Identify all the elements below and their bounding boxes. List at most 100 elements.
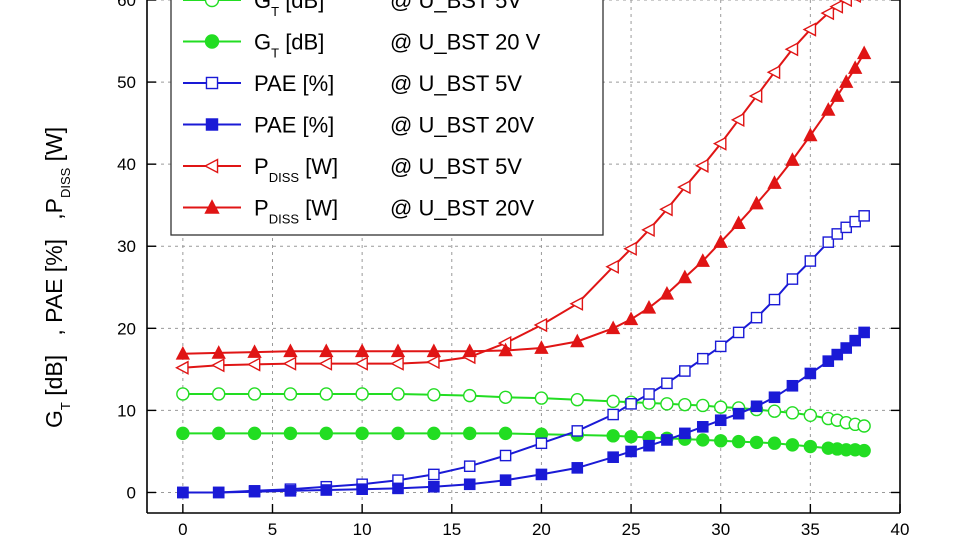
legend-label: PDISS [W]	[254, 154, 338, 185]
x-tick-label: 15	[442, 520, 461, 539]
data-point	[750, 400, 763, 413]
data-point	[623, 241, 637, 256]
data-point	[768, 293, 781, 306]
data-point	[354, 356, 368, 371]
data-point	[570, 333, 585, 348]
data-point	[499, 474, 512, 486]
data-point	[830, 88, 845, 102]
data-point	[204, 0, 220, 8]
data-point	[624, 429, 638, 444]
data-point	[246, 357, 261, 372]
legend-condition: @ U_BST 5V	[390, 0, 522, 13]
legend-label: PAE [%]	[254, 71, 334, 96]
data-point	[284, 485, 297, 497]
data-point	[840, 342, 853, 354]
x-tick-label: 25	[622, 520, 641, 539]
data-point	[785, 406, 800, 420]
data-point	[570, 393, 584, 407]
y-tick-label: 0	[127, 483, 136, 502]
data-point	[696, 352, 709, 365]
data-point	[625, 445, 637, 458]
data-point	[821, 102, 836, 116]
x-tick-label: 30	[711, 520, 730, 539]
legend-label: GT [dB]	[254, 0, 324, 19]
data-point	[175, 360, 189, 375]
series-pae5	[177, 210, 870, 499]
legend-entry-gt5: GT [dB] @ U_BST 5V	[183, 0, 522, 19]
legend-label: PAE [%]	[254, 113, 334, 138]
legend-condition: @ U_BST 20V	[390, 113, 535, 138]
data-point	[732, 326, 745, 339]
data-point	[831, 228, 844, 240]
data-point	[607, 451, 619, 463]
data-point	[499, 449, 512, 462]
data-point	[803, 408, 818, 423]
data-point	[247, 344, 262, 358]
data-point	[204, 34, 220, 49]
data-point	[849, 334, 861, 347]
data-point	[625, 398, 637, 410]
data-point	[857, 419, 871, 433]
data-point	[605, 259, 619, 274]
data-point	[318, 356, 333, 371]
data-point	[857, 443, 871, 458]
data-point	[749, 435, 764, 450]
data-point	[319, 426, 333, 441]
x-tick-label: 35	[801, 520, 820, 539]
data-point	[848, 60, 863, 74]
data-point	[643, 439, 655, 452]
axes: 0 5 10 15 20 25 30 35 40 0 10 20 30 40 50 60	[117, 0, 909, 539]
legend-entry-pd20: PDISS [W] @ U_BST 20V	[183, 196, 535, 227]
data-point	[606, 394, 620, 409]
data-point	[803, 439, 818, 454]
data-point	[785, 438, 800, 452]
data-point	[320, 484, 333, 496]
x-tick-label: 5	[268, 520, 277, 539]
data-point	[571, 425, 584, 437]
data-point	[749, 195, 764, 210]
data-point	[355, 387, 369, 401]
data-point	[534, 340, 549, 354]
data-point	[392, 482, 404, 495]
y-axis-label: GT [dB] , PAE [%] ,PDISS [W]	[41, 127, 73, 428]
x-tick-label: 0	[178, 520, 187, 539]
data-point	[767, 404, 782, 418]
data-point	[176, 426, 190, 441]
data-point	[641, 222, 655, 237]
data-point	[660, 397, 674, 411]
data-point	[858, 210, 870, 222]
data-point	[426, 354, 440, 370]
data-point	[212, 426, 226, 441]
legend-entry-gt20: GT [dB] @ U_BST 20 V	[183, 30, 541, 61]
legend-condition: @ U_BST 5V	[390, 71, 522, 96]
data-point	[605, 320, 621, 335]
data-point	[659, 202, 673, 217]
data-point	[606, 429, 620, 443]
data-point	[463, 478, 476, 491]
data-point	[319, 343, 334, 358]
data-point	[427, 388, 441, 402]
data-point	[855, 0, 861, 4]
data-point	[641, 299, 657, 314]
data-point	[768, 391, 781, 404]
data-point	[856, 45, 872, 60]
data-point	[784, 42, 799, 57]
data-point	[732, 407, 745, 420]
data-point	[428, 468, 440, 481]
legend-condition: @ U_BST 5V	[390, 154, 522, 179]
data-point	[661, 434, 673, 446]
data-point	[390, 356, 404, 371]
data-point	[354, 343, 370, 358]
data-point	[730, 112, 745, 127]
data-point	[696, 433, 710, 447]
data-point	[677, 179, 691, 195]
legend-condition: @ U_BST 20V	[390, 196, 535, 221]
data-point	[283, 343, 298, 358]
data-point	[391, 387, 405, 401]
data-point	[282, 356, 297, 371]
data-point	[498, 342, 513, 357]
data-point	[677, 269, 693, 284]
data-point	[767, 175, 782, 189]
data-point	[535, 468, 548, 481]
